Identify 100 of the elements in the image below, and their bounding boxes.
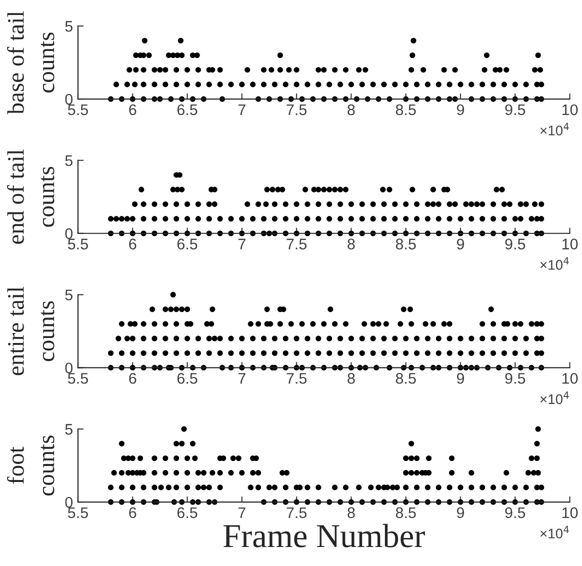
point bbox=[468, 336, 474, 342]
point bbox=[474, 201, 480, 207]
point bbox=[392, 216, 398, 222]
point bbox=[436, 484, 442, 490]
point bbox=[480, 216, 486, 222]
point bbox=[359, 350, 365, 356]
point bbox=[370, 82, 376, 88]
x-tick-label: 7.5 bbox=[286, 104, 307, 116]
text: ×10$^{4}$ bbox=[540, 122, 569, 136]
x-tick-label: 6 bbox=[129, 507, 136, 518]
point bbox=[272, 82, 278, 88]
y-tick-label: 5 bbox=[65, 424, 72, 435]
point bbox=[206, 82, 212, 88]
point bbox=[321, 321, 327, 327]
point bbox=[403, 484, 409, 490]
x-tick-label: 9.5 bbox=[505, 507, 526, 518]
point bbox=[342, 186, 349, 192]
point bbox=[184, 306, 190, 312]
point bbox=[217, 336, 223, 342]
point bbox=[174, 440, 180, 446]
point bbox=[184, 350, 190, 356]
point bbox=[228, 350, 234, 356]
point bbox=[184, 470, 190, 476]
point bbox=[316, 82, 322, 88]
point bbox=[392, 336, 398, 342]
point bbox=[304, 82, 310, 88]
point bbox=[535, 426, 541, 432]
x-tick-label: 8.5 bbox=[396, 372, 416, 384]
point bbox=[140, 484, 146, 490]
point bbox=[342, 67, 349, 73]
point bbox=[282, 201, 288, 207]
point bbox=[332, 186, 338, 192]
point bbox=[256, 321, 262, 327]
point bbox=[179, 52, 185, 58]
point bbox=[152, 201, 158, 207]
point bbox=[217, 67, 223, 73]
point bbox=[356, 67, 362, 73]
point bbox=[370, 201, 376, 207]
y-axis-title: counts bbox=[40, 32, 54, 92]
point bbox=[206, 201, 212, 207]
point bbox=[138, 186, 144, 192]
point bbox=[248, 484, 254, 490]
point bbox=[174, 201, 180, 207]
point bbox=[376, 484, 382, 490]
point bbox=[359, 216, 365, 222]
point bbox=[239, 82, 245, 88]
point bbox=[130, 350, 136, 356]
point bbox=[200, 470, 206, 476]
point bbox=[166, 484, 172, 490]
point bbox=[538, 82, 544, 88]
point bbox=[342, 321, 349, 327]
point bbox=[282, 216, 288, 222]
point bbox=[162, 82, 168, 88]
point bbox=[192, 455, 198, 462]
point bbox=[512, 321, 518, 327]
point bbox=[348, 336, 354, 342]
point bbox=[124, 216, 130, 222]
x-tick-label: 9 bbox=[456, 238, 464, 250]
point bbox=[181, 426, 187, 432]
point bbox=[174, 321, 180, 327]
point bbox=[108, 350, 114, 356]
point bbox=[162, 350, 168, 356]
point bbox=[482, 67, 488, 73]
point bbox=[272, 484, 278, 490]
point bbox=[506, 201, 512, 207]
point bbox=[436, 201, 442, 207]
point bbox=[407, 306, 413, 312]
point bbox=[272, 336, 278, 342]
point bbox=[152, 336, 158, 342]
point bbox=[162, 470, 168, 476]
point bbox=[446, 82, 452, 88]
x-tick-label: 6 bbox=[129, 238, 136, 250]
point bbox=[152, 216, 158, 222]
x-tick-label: 7.5 bbox=[286, 373, 307, 384]
point bbox=[179, 306, 185, 312]
x-tick-label: 7 bbox=[238, 238, 246, 250]
point bbox=[403, 470, 409, 476]
point bbox=[362, 321, 368, 327]
point bbox=[338, 216, 344, 222]
point bbox=[217, 484, 223, 490]
point bbox=[152, 484, 158, 490]
point bbox=[426, 455, 432, 462]
y-tick-label: 0 bbox=[65, 496, 73, 508]
point bbox=[504, 67, 510, 73]
point bbox=[250, 350, 256, 356]
point bbox=[272, 350, 278, 356]
point bbox=[446, 216, 452, 222]
point bbox=[534, 455, 540, 462]
point bbox=[263, 201, 269, 207]
point bbox=[332, 321, 338, 327]
point bbox=[480, 321, 486, 327]
point bbox=[518, 201, 524, 207]
point bbox=[512, 484, 518, 490]
point bbox=[414, 470, 420, 476]
point bbox=[316, 350, 322, 356]
point bbox=[174, 216, 180, 222]
point bbox=[525, 470, 532, 476]
point bbox=[400, 306, 406, 312]
point bbox=[430, 321, 436, 327]
point bbox=[338, 186, 344, 192]
